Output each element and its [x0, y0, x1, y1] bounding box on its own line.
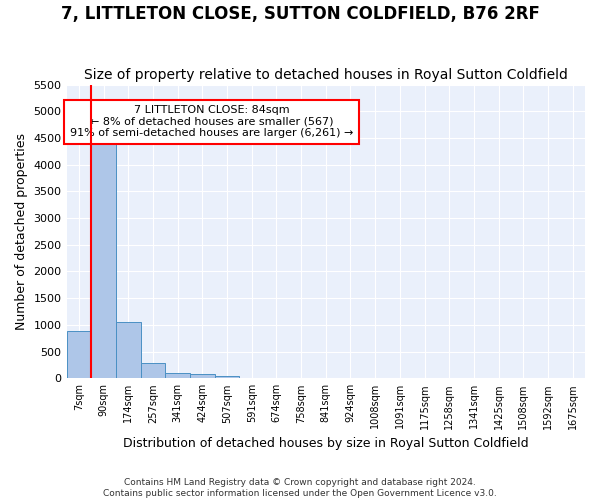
Bar [91, 135, 116, 378]
X-axis label: Distribution of detached houses by size in Royal Sutton Coldfield: Distribution of detached houses by size … [123, 437, 529, 450]
Bar [116, 322, 140, 378]
Bar [190, 374, 215, 378]
Bar [215, 376, 239, 378]
Text: Contains HM Land Registry data © Crown copyright and database right 2024.
Contai: Contains HM Land Registry data © Crown c… [103, 478, 497, 498]
Y-axis label: Number of detached properties: Number of detached properties [15, 133, 28, 330]
Bar [140, 364, 165, 378]
Bar [67, 332, 91, 378]
Bar [165, 374, 190, 378]
Text: 7 LITTLETON CLOSE: 84sqm
← 8% of detached houses are smaller (567)
91% of semi-d: 7 LITTLETON CLOSE: 84sqm ← 8% of detache… [70, 105, 353, 138]
Text: 7, LITTLETON CLOSE, SUTTON COLDFIELD, B76 2RF: 7, LITTLETON CLOSE, SUTTON COLDFIELD, B7… [61, 5, 539, 23]
Title: Size of property relative to detached houses in Royal Sutton Coldfield: Size of property relative to detached ho… [84, 68, 568, 82]
